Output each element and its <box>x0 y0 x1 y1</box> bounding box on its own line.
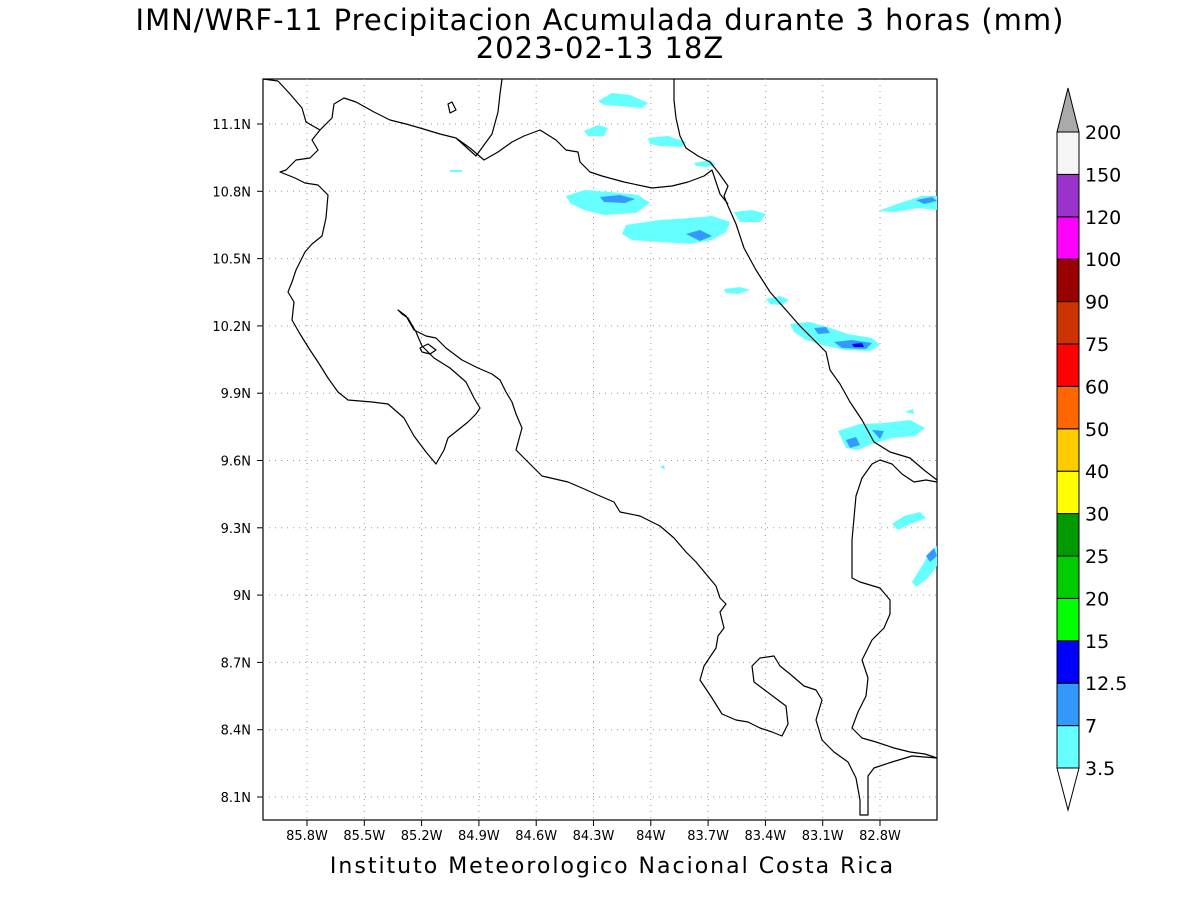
precip-patch <box>600 195 635 203</box>
colorbar-label: 20 <box>1085 588 1109 610</box>
y-tick-label: 10.8N <box>212 185 251 200</box>
colorbar-label: 15 <box>1085 631 1109 653</box>
colorbar-segment <box>1056 343 1080 387</box>
precip-patch <box>734 210 766 222</box>
x-tick-label: 84.9W <box>458 829 500 844</box>
x-tick-label: 85.2W <box>401 829 443 844</box>
colorbar-label: 120 <box>1085 207 1121 229</box>
colorbar-label: 75 <box>1085 334 1109 356</box>
precip-patch <box>892 512 926 530</box>
precip-patch <box>916 197 937 204</box>
colorbar-label: 7 <box>1085 716 1097 738</box>
colorbar-min-arrow <box>1056 767 1080 812</box>
y-tick-label: 10.2N <box>212 320 251 335</box>
precip-patch <box>872 430 884 439</box>
gulf-island <box>419 343 437 355</box>
precip-patch <box>846 437 860 448</box>
pacific-coast-north <box>277 80 938 816</box>
y-tick-label: 8.1N <box>221 791 251 806</box>
footer-credit: Instituto Meteorologico Nacional Costa R… <box>329 854 896 879</box>
x-tick-label: 84.6W <box>515 829 557 844</box>
colorbar-segment <box>1056 597 1080 642</box>
colorbar-label: 12.5 <box>1085 673 1127 695</box>
precip-patch <box>584 125 608 136</box>
colorbar-segment <box>1056 555 1080 599</box>
colorbar-segment <box>1056 428 1080 472</box>
x-tick-label: 83.1W <box>802 829 844 844</box>
x-axis-ticks: 85.8W 85.5W 85.2W 84.9W 84.6W 84.3W 84W 83.7W 83… <box>286 820 901 844</box>
precip-patch <box>450 170 462 172</box>
precip-patch <box>724 287 750 294</box>
x-tick-label: 85.8W <box>286 829 328 844</box>
colorbar-segment <box>1056 258 1080 303</box>
colorbar-segment <box>1056 131 1080 175</box>
map-title: IMN/WRF-11 Precipitacion Acumulada duran… <box>135 3 1065 37</box>
panama-coast <box>851 459 938 759</box>
colorbar-label: 25 <box>1085 546 1109 568</box>
precip-patch <box>648 136 686 147</box>
colorbar-segment <box>1056 513 1080 557</box>
caribbean-coast <box>673 79 938 481</box>
precip-patch <box>905 409 914 414</box>
precip-patch <box>926 548 937 562</box>
colorbar-label: 150 <box>1085 164 1121 186</box>
x-tick-label: 83.7W <box>687 829 729 844</box>
precip-patch <box>598 93 648 108</box>
y-tick-label: 9.9N <box>221 387 251 402</box>
precip-patch <box>814 327 830 334</box>
colorbar-segment <box>1056 385 1080 430</box>
y-tick-label: 8.4N <box>221 724 251 739</box>
colorbar-label: 100 <box>1085 249 1121 271</box>
colorbar-segment <box>1056 682 1080 727</box>
colorbar-label: 50 <box>1085 419 1109 441</box>
colorbar-segment <box>1056 640 1080 684</box>
lake-island <box>447 101 457 114</box>
precip-patch <box>686 230 712 241</box>
precip-patch <box>566 190 650 215</box>
x-tick-label: 85.5W <box>343 829 385 844</box>
colorbar: 3.5 7 12.5 15 20 25 30 40 50 60 75 90 100 120 150 200 <box>1056 87 1127 812</box>
colorbar-segment <box>1056 301 1080 345</box>
y-axis-ticks: 11.1N 10.8N 10.5N 10.2N 9.9N 9.6N 9.3N 9N 8.7N 8.… <box>212 118 263 806</box>
y-tick-label: 9N <box>233 589 251 604</box>
nicaragua-border <box>262 78 729 205</box>
map-date: 2023-02-13 18Z <box>475 31 725 65</box>
x-tick-label: 83.4W <box>744 829 786 844</box>
y-tick-label: 8.7N <box>221 656 251 671</box>
y-tick-label: 9.6N <box>221 455 251 470</box>
colorbar-segment <box>1056 725 1080 769</box>
colorbar-segment <box>1056 216 1080 260</box>
coastline <box>262 78 938 816</box>
y-tick-label: 9.3N <box>221 522 251 537</box>
colorbar-label: 30 <box>1085 504 1109 526</box>
y-tick-label: 10.5N <box>212 253 251 268</box>
x-tick-label: 84W <box>636 829 666 844</box>
map-frame <box>262 78 938 821</box>
colorbar-label: 200 <box>1085 122 1121 144</box>
colorbar-label: 90 <box>1085 292 1109 314</box>
precipitation-areas <box>450 93 937 587</box>
precip-patch <box>852 343 864 347</box>
precip-patch <box>660 465 665 470</box>
colorbar-segment <box>1056 173 1080 218</box>
colorbar-segment <box>1056 470 1080 515</box>
x-tick-label: 82.8W <box>859 829 901 844</box>
y-tick-label: 11.1N <box>212 118 251 133</box>
x-tick-label: 84.3W <box>573 829 615 844</box>
colorbar-label: 60 <box>1085 376 1109 398</box>
colorbar-max-arrow <box>1056 87 1080 133</box>
colorbar-label: 40 <box>1085 461 1109 483</box>
colorbar-label: 3.5 <box>1085 758 1115 780</box>
